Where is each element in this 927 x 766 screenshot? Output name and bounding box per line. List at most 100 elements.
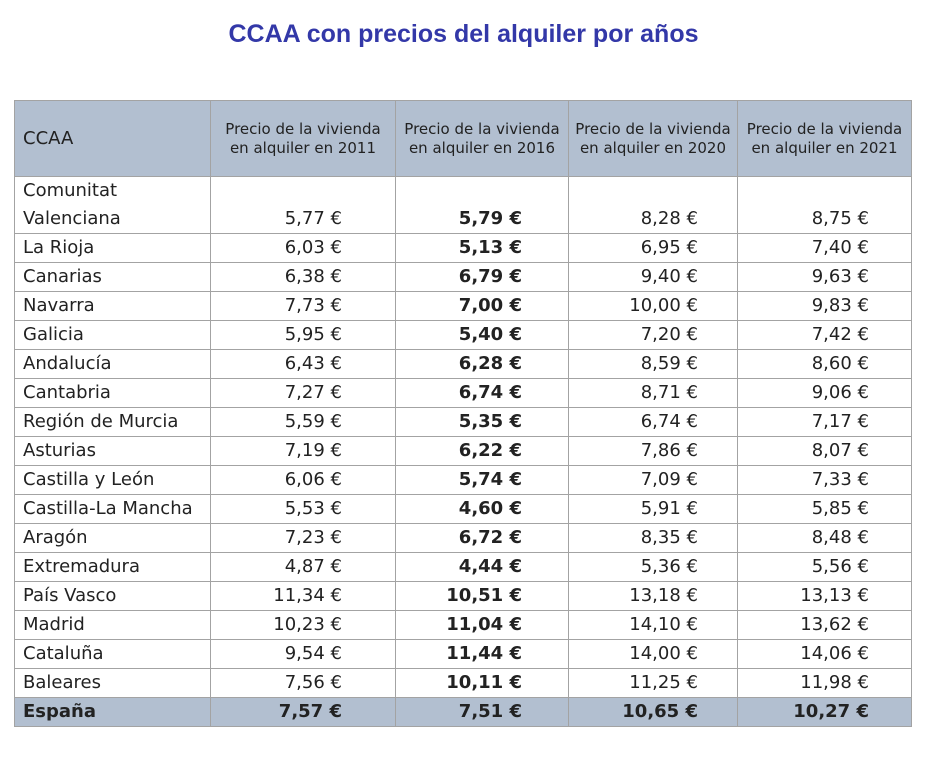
- price-cell: 7,20 €: [568, 320, 738, 350]
- price-cell: 5,36 €: [568, 552, 738, 582]
- header-cell: Precio de la vivienda en alquiler en 201…: [210, 100, 396, 177]
- row: La Rioja 6,03 €5,13 €6,95 €7,40 €: [14, 233, 912, 263]
- price-cell: 11,25 €: [568, 668, 738, 698]
- region-cell: Madrid: [14, 610, 211, 640]
- price-cell: 4,87 €: [210, 552, 396, 582]
- region-cell: Castilla y León: [14, 465, 211, 495]
- price-cell: 7,73 €: [210, 291, 396, 321]
- price-cell: 10,00 €: [568, 291, 738, 321]
- price-cell: 11,44 €: [395, 639, 569, 669]
- price-cell: 7,56 €: [210, 668, 396, 698]
- price-cell: 5,56 €: [737, 552, 912, 582]
- header-row: CCAA Precio de la vivienda en alquiler en…: [14, 100, 912, 177]
- price-cell: 9,40 €: [568, 262, 738, 292]
- row: Madrid 10,23 €11,04 €14,10 €13,62 €: [14, 610, 912, 640]
- total-row: España 7,57 €7,51 €10,65 €10,27 €: [14, 697, 912, 727]
- price-cell: 7,23 €: [210, 523, 396, 553]
- region-cell: Comunitat Valenciana: [14, 176, 211, 234]
- row: Cataluña 9,54 €11,44 €14,00 €14,06 €: [14, 639, 912, 669]
- price-cell: 7,33 €: [737, 465, 912, 495]
- price-cell: 7,57 €: [210, 697, 396, 727]
- price-cell: 10,11 €: [395, 668, 569, 698]
- price-cell: 6,38 €: [210, 262, 396, 292]
- header-cell: CCAA: [14, 100, 211, 177]
- price-cell: 5,40 €: [395, 320, 569, 350]
- region-cell: Aragón: [14, 523, 211, 553]
- price-table: CCAA Precio de la vivienda en alquiler en…: [14, 100, 912, 727]
- price-cell: 5,77 €: [210, 176, 396, 234]
- price-cell: 9,63 €: [737, 262, 912, 292]
- region-cell: Castilla-La Mancha: [14, 494, 211, 524]
- row: Cantabria 7,27 €6,74 €8,71 €9,06 €: [14, 378, 912, 408]
- price-cell: 7,51 €: [395, 697, 569, 727]
- row: Navarra 7,73 €7,00 €10,00 €9,83 €: [14, 291, 912, 321]
- price-cell: 7,40 €: [737, 233, 912, 263]
- region-cell: Navarra: [14, 291, 211, 321]
- price-cell: 6,03 €: [210, 233, 396, 263]
- region-cell: Cantabria: [14, 378, 211, 408]
- price-cell: 13,62 €: [737, 610, 912, 640]
- price-cell: 8,07 €: [737, 436, 912, 466]
- price-cell: 5,95 €: [210, 320, 396, 350]
- row: Andalucía 6,43 €6,28 €8,59 €8,60 €: [14, 349, 912, 379]
- price-cell: 10,51 €: [395, 581, 569, 611]
- region-cell: Baleares: [14, 668, 211, 698]
- price-cell: 14,00 €: [568, 639, 738, 669]
- row: Comunitat Valenciana 5,77 €5,79 €8,28 €8,…: [14, 176, 912, 234]
- price-cell: 6,43 €: [210, 349, 396, 379]
- header-cell: Precio de la vivienda en alquiler en 202…: [568, 100, 738, 177]
- region-cell: Cataluña: [14, 639, 211, 669]
- region-cell: País Vasco: [14, 581, 211, 611]
- row: Castilla-La Mancha 5,53 €4,60 €5,91 €5,85…: [14, 494, 912, 524]
- price-cell: 13,13 €: [737, 581, 912, 611]
- price-cell: 13,18 €: [568, 581, 738, 611]
- price-cell: 8,28 €: [568, 176, 738, 234]
- price-cell: 6,22 €: [395, 436, 569, 466]
- header-cell: Precio de la vivienda en alquiler en 202…: [737, 100, 912, 177]
- row: Galicia 5,95 €5,40 €7,20 €7,42 €: [14, 320, 912, 350]
- row: Asturias 7,19 €6,22 €7,86 €8,07 €: [14, 436, 912, 466]
- price-cell: 5,79 €: [395, 176, 569, 234]
- row: Castilla y León 6,06 €5,74 €7,09 €7,33 €: [14, 465, 912, 495]
- price-cell: 8,71 €: [568, 378, 738, 408]
- row: Aragón 7,23 €6,72 €8,35 €8,48 €: [14, 523, 912, 553]
- price-cell: 7,17 €: [737, 407, 912, 437]
- region-cell: Asturias: [14, 436, 211, 466]
- price-cell: 4,60 €: [395, 494, 569, 524]
- price-cell: 5,35 €: [395, 407, 569, 437]
- price-cell: 14,06 €: [737, 639, 912, 669]
- price-cell: 11,04 €: [395, 610, 569, 640]
- price-cell: 5,53 €: [210, 494, 396, 524]
- region-cell: Andalucía: [14, 349, 211, 379]
- price-cell: 10,27 €: [737, 697, 912, 727]
- price-cell: 7,09 €: [568, 465, 738, 495]
- row: Canarias 6,38 €6,79 €9,40 €9,63 €: [14, 262, 912, 292]
- region-cell: Extremadura: [14, 552, 211, 582]
- row: País Vasco 11,34 €10,51 €13,18 €13,13 €: [14, 581, 912, 611]
- header-cell: Precio de la vivienda en alquiler en 201…: [395, 100, 569, 177]
- price-cell: 6,74 €: [568, 407, 738, 437]
- price-cell: 6,79 €: [395, 262, 569, 292]
- region-cell: Región de Murcia: [14, 407, 211, 437]
- price-cell: 10,23 €: [210, 610, 396, 640]
- price-cell: 9,83 €: [737, 291, 912, 321]
- price-cell: 6,95 €: [568, 233, 738, 263]
- price-cell: 6,28 €: [395, 349, 569, 379]
- price-cell: 8,59 €: [568, 349, 738, 379]
- price-cell: 7,19 €: [210, 436, 396, 466]
- price-cell: 7,00 €: [395, 291, 569, 321]
- region-cell: España: [14, 697, 211, 727]
- price-cell: 8,75 €: [737, 176, 912, 234]
- price-cell: 9,06 €: [737, 378, 912, 408]
- price-cell: 10,65 €: [568, 697, 738, 727]
- title: CCAA con precios del alquiler por años: [228, 20, 699, 48]
- price-cell: 5,85 €: [737, 494, 912, 524]
- region-cell: Galicia: [14, 320, 211, 350]
- price-cell: 6,72 €: [395, 523, 569, 553]
- price-cell: 14,10 €: [568, 610, 738, 640]
- price-cell: 9,54 €: [210, 639, 396, 669]
- price-cell: 5,59 €: [210, 407, 396, 437]
- price-cell: 11,98 €: [737, 668, 912, 698]
- price-cell: 7,42 €: [737, 320, 912, 350]
